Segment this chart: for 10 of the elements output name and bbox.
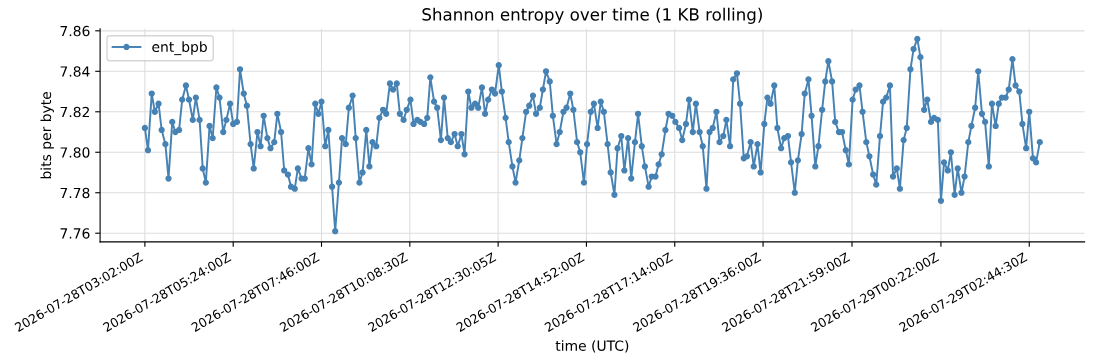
y-tick-label: 7.80 [60, 147, 90, 158]
y-tick-label: 7.84 [60, 66, 90, 77]
y-axis-title: bits per byte [40, 91, 54, 179]
x-axis-title: time (UTC) [555, 340, 629, 353]
y-tick-label: 7.82 [60, 106, 89, 118]
y-tick-label: 7.76 [60, 228, 90, 239]
y-tick-label: 7.86 [60, 25, 90, 37]
legend-label: ent_bpb [152, 41, 207, 56]
y-tick-label: 7.78 [60, 187, 90, 199]
chart-title: Shannon entropy over time (1 KB rolling) [422, 7, 762, 24]
